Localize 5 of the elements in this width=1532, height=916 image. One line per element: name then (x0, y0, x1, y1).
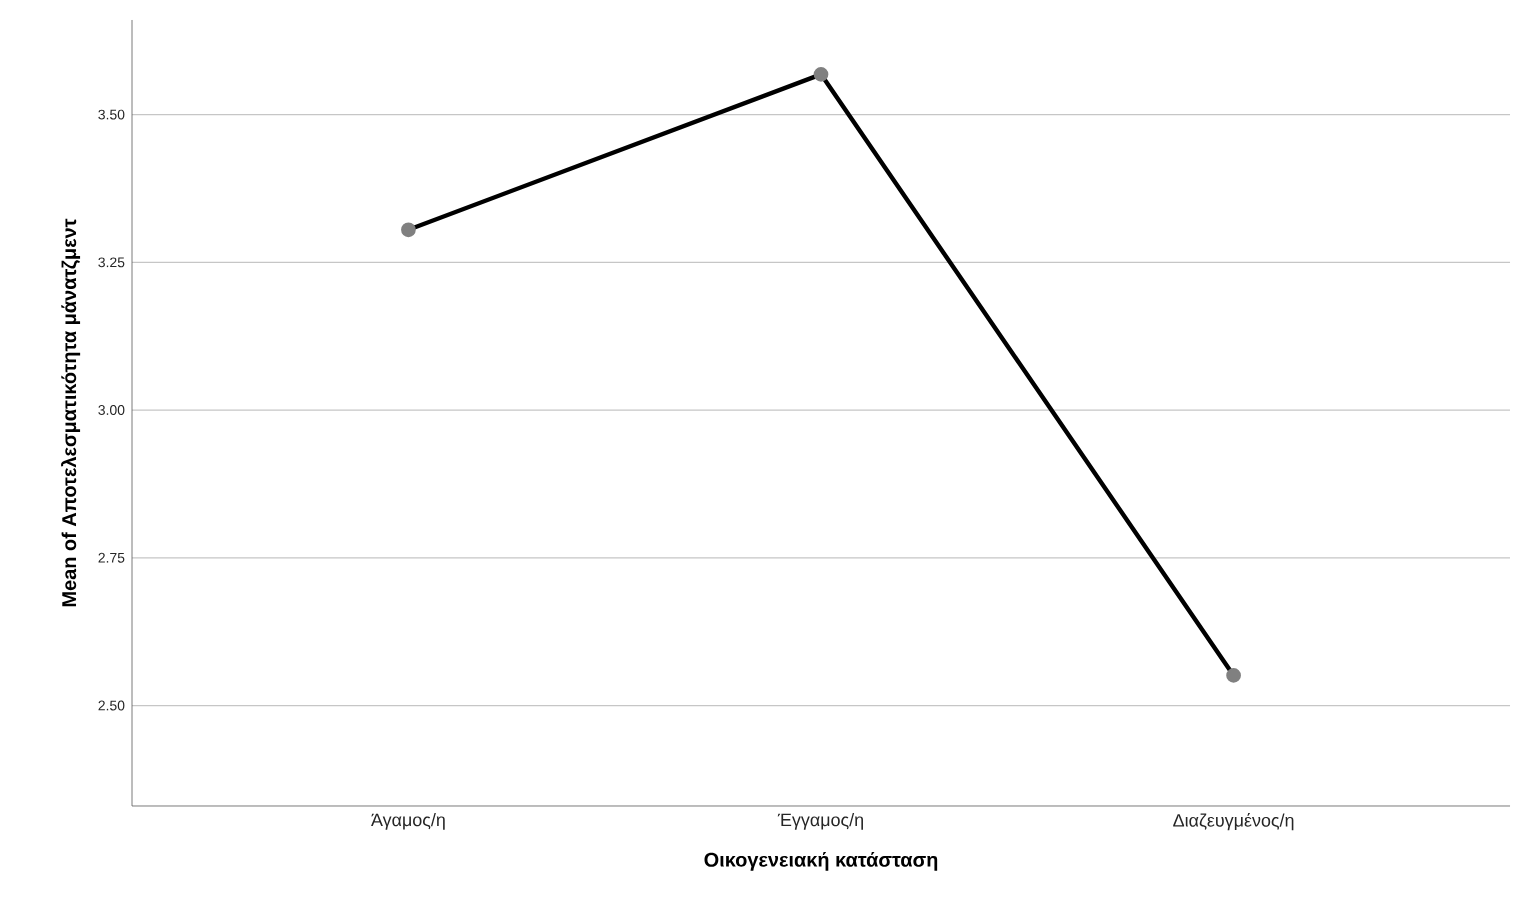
x-tick-label: Διαζευγμένος/η (1173, 813, 1294, 831)
x-axis-title: Οικογενειακή κατάσταση (704, 851, 938, 871)
x-tick-label: Έγγαμος/η (777, 813, 863, 830)
y-axis-title: Mean of Αποτελεσματικότητα μάνατζμεντ (61, 218, 81, 607)
x-tick-label: Άγαμος/η (371, 813, 445, 830)
